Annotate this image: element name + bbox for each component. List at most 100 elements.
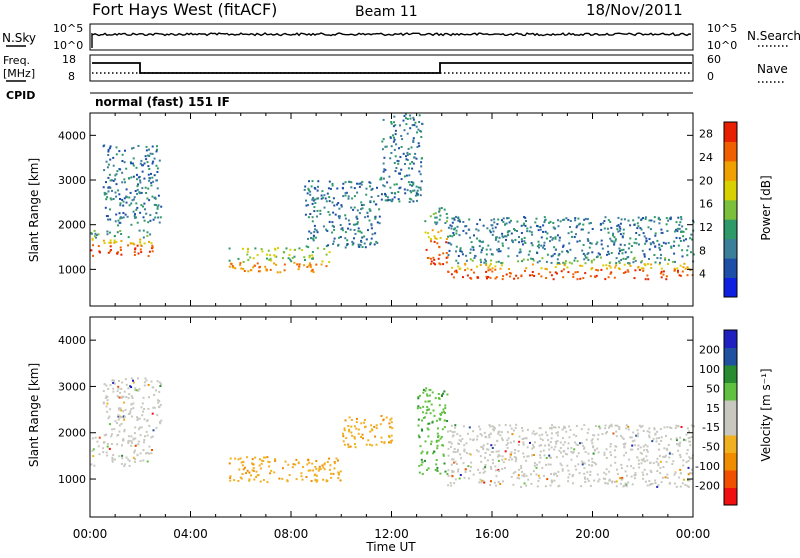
power-echo-cell xyxy=(435,237,438,240)
velocity-echo-cell xyxy=(488,436,491,439)
velocity-colorbar-segment xyxy=(724,470,737,488)
velocity-echo-cell xyxy=(669,426,672,429)
power-echo-cell xyxy=(311,254,314,257)
power-echo-cell xyxy=(266,257,268,260)
power-echo-cell xyxy=(430,260,433,263)
velocity-echo-cell xyxy=(229,475,232,478)
power-echo-cell xyxy=(370,237,373,240)
power-echo-cell xyxy=(370,196,373,198)
velocity-echo-cell xyxy=(583,476,586,479)
power-echo-cell xyxy=(644,242,647,245)
power-echo-cell xyxy=(139,181,142,184)
power-echo-cell xyxy=(93,235,96,238)
velocity-echo-cell xyxy=(447,447,450,450)
velocity-echo-cell xyxy=(134,458,136,461)
power-echo-cell xyxy=(504,223,506,226)
power-echo-cell xyxy=(486,227,489,230)
power-echo-cell xyxy=(99,251,101,254)
power-echo-cell xyxy=(140,204,143,207)
power-echo-cell xyxy=(612,234,614,237)
velocity-echo-cell xyxy=(657,484,660,486)
power-echo-cell xyxy=(603,220,606,222)
power-echo-cell xyxy=(400,168,403,171)
power-echo-cell xyxy=(289,258,292,261)
power-echo-cell xyxy=(671,260,674,263)
velocity-echo-cell xyxy=(437,436,439,438)
x-tick-label: 08:00 xyxy=(274,527,309,541)
velocity-echo-cell xyxy=(480,434,483,437)
power-echo-cell xyxy=(607,231,610,234)
velocity-colorbar-tick: -200 xyxy=(695,480,720,493)
power-echo-cell xyxy=(530,231,533,234)
velocity-echo-cell xyxy=(119,407,122,410)
velocity-echo-cell xyxy=(584,451,587,453)
velocity-echo-cell xyxy=(124,408,127,411)
power-echo-cell xyxy=(246,250,249,253)
velocity-echo-cell xyxy=(637,462,640,465)
velocity-echo-cell xyxy=(425,412,428,415)
power-echo-cell xyxy=(148,240,151,243)
power-echo-cell xyxy=(678,227,681,230)
velocity-echo-cell xyxy=(504,450,507,453)
velocity-echo-cell xyxy=(418,436,421,439)
velocity-echo-cell xyxy=(551,432,553,435)
power-echo-cell xyxy=(459,248,462,251)
power-echo-cell xyxy=(427,256,430,259)
velocity-echo-cell xyxy=(308,461,311,464)
power-echo-cell xyxy=(427,236,430,239)
velocity-echo-cell xyxy=(512,483,515,486)
velocity-echo-cell xyxy=(614,456,617,459)
power-echo-cell xyxy=(505,238,507,241)
power-echo-cell xyxy=(393,183,396,186)
velocity-echo-cell xyxy=(382,419,385,422)
power-echo-cell xyxy=(632,258,635,260)
velocity-echo-cell xyxy=(128,393,131,396)
power-echo-cell xyxy=(681,230,684,233)
velocity-echo-cell xyxy=(241,473,244,475)
power-echo-cell xyxy=(412,141,415,143)
power-echo-cell xyxy=(303,264,306,267)
velocity-echo-cell xyxy=(268,461,271,464)
power-echo-cell xyxy=(353,237,355,240)
power-echo-cell xyxy=(136,173,138,176)
nave-tick-bottom: 0 xyxy=(707,70,714,83)
power-echo-cell xyxy=(230,262,233,265)
velocity-echo-cell xyxy=(480,460,483,463)
power-echo-cell xyxy=(685,238,687,241)
power-echo-cell xyxy=(676,267,679,270)
velocity-echo-cell xyxy=(439,418,442,420)
velocity-echo-cell xyxy=(137,389,140,392)
velocity-echo-cell xyxy=(640,462,643,465)
power-echo-cell xyxy=(458,218,461,221)
velocity-echo-cell xyxy=(113,379,116,382)
power-echo-cell xyxy=(377,195,380,197)
velocity-echo-cell xyxy=(605,457,608,459)
power-echo-cell xyxy=(405,158,408,161)
velocity-echo-cell xyxy=(478,481,481,484)
velocity-echo-cell xyxy=(150,380,153,383)
power-echo-cell xyxy=(151,162,154,165)
power-echo-cell xyxy=(632,261,635,264)
velocity-echo-cell xyxy=(145,430,148,433)
power-echo-cell xyxy=(150,242,153,245)
power-echo-cell xyxy=(634,238,637,241)
velocity-echo-cell xyxy=(151,412,154,415)
power-echo-cell xyxy=(540,236,543,239)
velocity-echo-cell xyxy=(521,438,524,440)
power-echo-cell xyxy=(384,145,387,148)
power-echo-cell xyxy=(465,254,468,257)
power-echo-cell xyxy=(587,231,590,234)
velocity-echo-cell xyxy=(644,443,647,446)
velocity-echo-cell xyxy=(233,479,236,482)
power-echo-cell xyxy=(328,213,331,216)
velocity-echo-cell xyxy=(489,425,492,428)
power-echo-cell xyxy=(265,269,268,272)
velocity-echo-cell xyxy=(520,464,523,467)
velocity-echo-cell xyxy=(116,394,119,397)
velocity-echo-cell xyxy=(125,383,128,386)
power-echo-cell xyxy=(539,226,542,228)
power-echo-cell xyxy=(119,230,122,232)
power-echo-cell xyxy=(572,273,575,276)
velocity-echo-cell xyxy=(642,445,645,448)
velocity-echo-cell xyxy=(335,457,338,460)
